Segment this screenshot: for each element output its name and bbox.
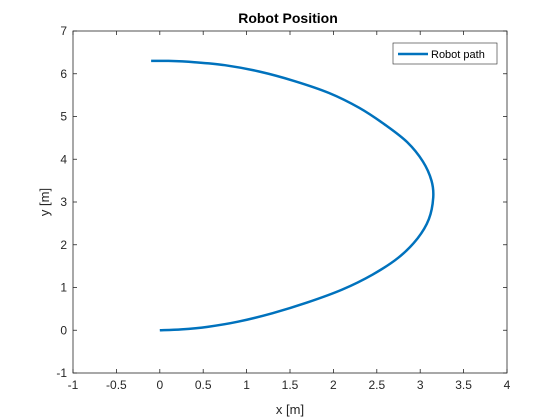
x-axis-label: x [m]	[276, 402, 304, 417]
plot-area	[73, 31, 507, 373]
y-tick-label: -1	[56, 366, 67, 380]
axis-ticks: -1 -0.5 0 0.5 1 1.5 2 2.5 3 3.5 4 -1 0 1 2 3 4 5 6 7	[56, 24, 510, 392]
x-tick-label: 3.5	[455, 378, 472, 392]
x-tick-label: 0.5	[195, 378, 212, 392]
x-tick-label: -1	[68, 378, 79, 392]
y-tick-label: 3	[60, 195, 67, 209]
legend-box	[392, 42, 498, 65]
series-line-robot-path	[151, 59, 435, 332]
legend: Robot path	[392, 42, 498, 65]
y-tick-label: 4	[60, 152, 67, 166]
chart-title: Robot Position	[238, 10, 338, 26]
y-tick-label: 7	[60, 24, 67, 38]
x-tick-label: 2.5	[368, 378, 385, 392]
plot-frame	[72, 30, 508, 374]
x-tick-label: 4	[504, 378, 511, 392]
x-tick-label: 2	[330, 378, 337, 392]
y-tick-label: 0	[60, 323, 67, 337]
x-tick-label: 0	[156, 378, 163, 392]
series-layer	[151, 59, 435, 332]
legend-entry-robot-path: Robot path	[431, 49, 485, 61]
y-tick-label: 5	[60, 110, 67, 124]
x-tick-label: -0.5	[106, 378, 127, 392]
y-tick-label: 2	[60, 238, 67, 252]
y-tick-label: 1	[60, 281, 67, 295]
x-tick-label: 3	[417, 378, 424, 392]
y-tick-label: 6	[60, 67, 67, 81]
x-tick-label: 1.5	[282, 378, 299, 392]
y-axis-label: y [m]	[37, 188, 52, 216]
x-tick-label: 1	[243, 378, 250, 392]
